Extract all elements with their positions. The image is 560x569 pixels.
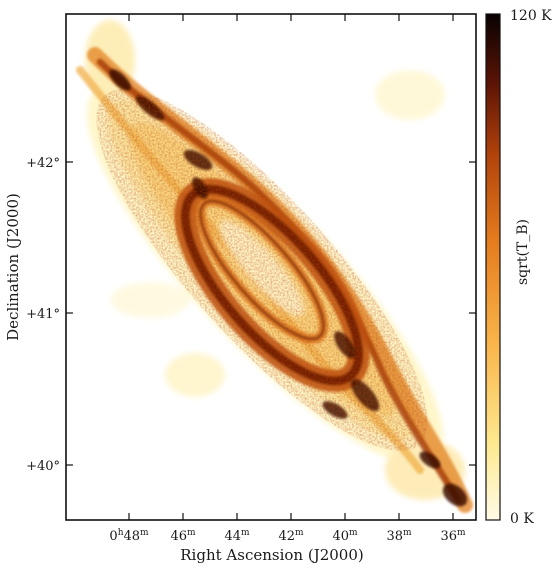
colorbar-title: sqrt(T_B) <box>515 219 531 285</box>
colorbar-gradient <box>485 13 501 521</box>
galaxy-map <box>66 14 476 520</box>
x-tick-label: 40m <box>332 528 358 544</box>
y-tick-label: +40° <box>26 459 60 474</box>
x-axis-ticks: 0h48m 46m 44m 42m 40m 38m 36m <box>109 14 466 544</box>
colorbar-min-label: 0 K <box>510 511 534 527</box>
x-tick-label: 42m <box>278 528 304 544</box>
x-tick-label: 36m <box>440 528 466 544</box>
colorbar: 120 K 0 K sqrt(T_B) <box>485 8 552 527</box>
x-tick-label: 46m <box>170 528 196 544</box>
y-tick-label: +42° <box>26 156 60 171</box>
y-axis-title: Declination (J2000) <box>4 193 22 341</box>
x-tick-label: 0h48m <box>109 528 149 544</box>
x-tick-label: 44m <box>224 528 250 544</box>
y-axis-ticks: +42° +41° +40° <box>26 156 476 474</box>
x-axis-title: Right Ascension (J2000) <box>180 546 363 564</box>
plot-frame <box>65 13 477 521</box>
y-tick-label: +41° <box>26 307 60 322</box>
colorbar-max-label: 120 K <box>510 8 552 24</box>
x-tick-label: 38m <box>386 528 412 544</box>
